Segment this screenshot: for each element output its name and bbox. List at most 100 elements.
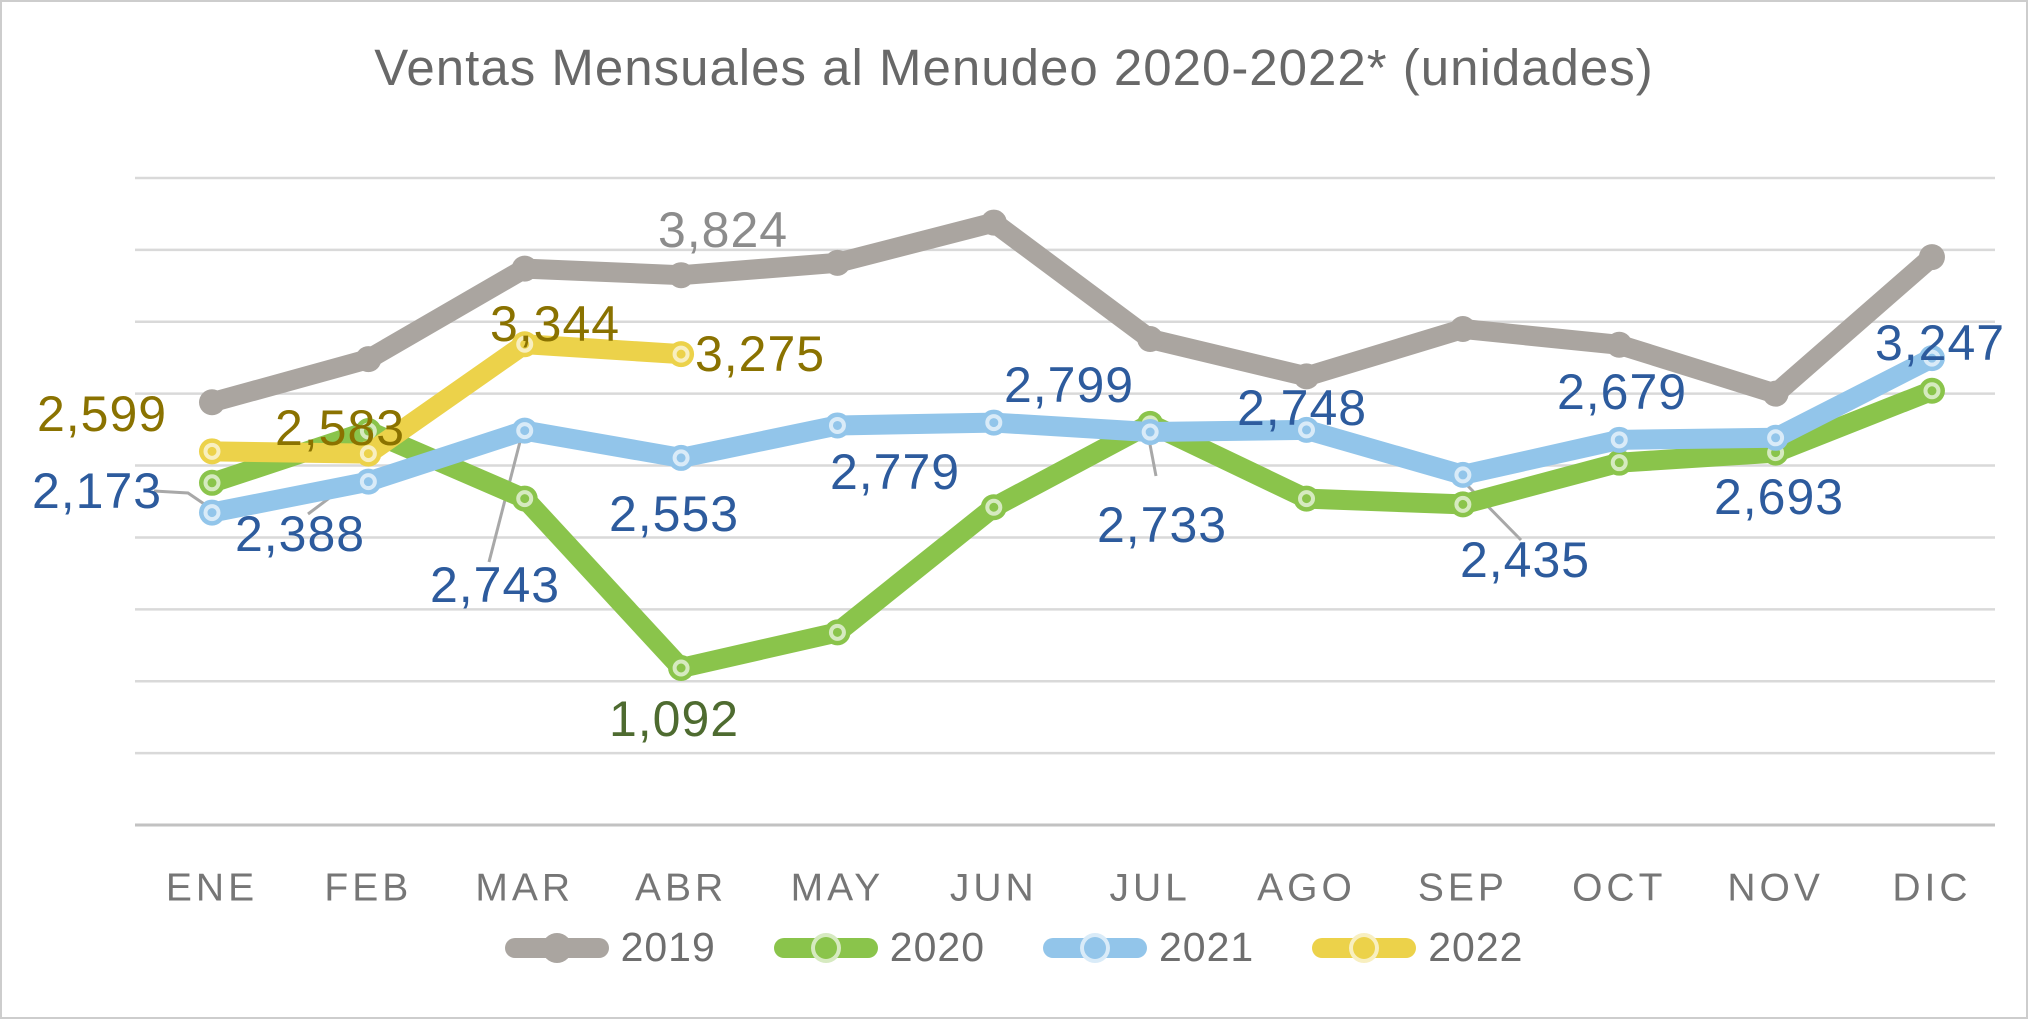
marker-ring-2021-FEB: [359, 473, 377, 491]
legend-swatch-2021-icon: [1043, 932, 1147, 963]
marker-2019-SEP: [1449, 315, 1476, 342]
legend-item-2019: 2019: [504, 924, 716, 971]
marker-ring-2020-MAY: [828, 623, 846, 641]
marker-2021-JUN: [980, 409, 1007, 436]
marker-ring-2020-MAR: [516, 490, 534, 508]
marker-2021-JUL: [1137, 419, 1164, 446]
marker-ring-2022-ENE: [203, 442, 221, 460]
marker-ring-2021-MAR: [516, 422, 534, 440]
marker-2021-ENE: [199, 499, 225, 526]
marker-2019-JUL: [1137, 326, 1164, 353]
marker-2019-ABR: [668, 262, 695, 289]
data-label-2019-ABR: 3,824: [658, 202, 788, 258]
marker-2021-NOV: [1762, 424, 1789, 451]
marker-2021-MAY: [824, 412, 851, 439]
marker-2019-MAY: [824, 249, 851, 276]
chart-title: Ventas Mensuales al Menudeo 2020-2022* (…: [374, 39, 1654, 96]
marker-2020-ENE: [199, 469, 225, 496]
data-label-2021-MAR: 2,743: [430, 557, 560, 613]
data-label-2022-FEB: 2,583: [275, 400, 405, 456]
legend-item-2022: 2022: [1312, 924, 1523, 971]
x-axis-label-ENE: ENE: [166, 867, 258, 910]
data-label-2021-FEB: 2,388: [235, 506, 365, 562]
legend-marker-icon: [810, 932, 841, 963]
x-axis-label-OCT: OCT: [1572, 867, 1666, 910]
leader-line-2,173: [153, 489, 211, 510]
marker-ring-2021-SEP: [1454, 466, 1472, 484]
marker-ring-2022-MAR: [516, 335, 534, 353]
marker-2019-ENE: [199, 389, 225, 416]
marker-2019-OCT: [1606, 331, 1633, 358]
data-label-2022-ENE: 2,599: [37, 386, 167, 442]
marker-ring-2021-MAY: [828, 416, 846, 434]
marker-ring-2020-AGO: [1298, 490, 1316, 508]
data-label-2021-SEP: 2,435: [1460, 532, 1590, 588]
data-label-2021-OCT: 2,679: [1557, 364, 1687, 420]
marker-2019-DIC: [1918, 244, 1945, 271]
marker-2019-AGO: [1293, 363, 1320, 390]
marker-2022-FEB: [355, 440, 382, 467]
marker-2020-OCT: [1606, 449, 1633, 476]
data-label-2021-JUN: 2,799: [1004, 357, 1134, 413]
data-label-2021-DIC: 3,247: [1875, 315, 2005, 371]
legend: 2019 2020 2021 2022: [2, 924, 2026, 971]
marker-ring-2021-AGO: [1298, 421, 1316, 439]
legend-label: 2019: [620, 924, 716, 970]
marker-2020-ABR: [668, 654, 695, 681]
marker-2020-MAY: [824, 619, 851, 646]
marker-2022-MAR: [511, 331, 538, 358]
legend-label: 2021: [1159, 924, 1255, 970]
x-axis-label-DIC: DIC: [1892, 867, 1971, 910]
legend-item-2020: 2020: [773, 924, 985, 971]
marker-2020-DIC: [1918, 377, 1945, 404]
marker-ring-2020-ENE: [203, 474, 221, 492]
marker-2019-MAR: [511, 255, 538, 282]
marker-2021-AGO: [1293, 416, 1320, 443]
marker-2020-AGO: [1293, 485, 1320, 512]
marker-ring-2021-DIC: [1923, 349, 1941, 367]
legend-marker-icon: [541, 932, 572, 963]
series-2022-line: [202, 334, 692, 464]
data-label-2021-ABR: 2,553: [609, 486, 739, 542]
x-axis-label-ABR: ABR: [635, 867, 727, 910]
series-2021-line: [202, 348, 1942, 523]
marker-ring-2020-JUN: [985, 498, 1003, 516]
marker-2021-ABR: [668, 444, 695, 471]
marker-2019-FEB: [355, 346, 382, 373]
marker-2021-FEB: [355, 468, 382, 495]
data-label-2021-JUL: 2,733: [1097, 497, 1227, 553]
legend-item-2021: 2021: [1043, 924, 1254, 971]
marker-ring-2022-ABR: [672, 345, 690, 363]
x-axis-label-MAR: MAR: [475, 867, 574, 910]
marker-2019-NOV: [1762, 380, 1789, 407]
marker-ring-2021-OCT: [1610, 431, 1628, 449]
marker-2020-SEP: [1449, 491, 1476, 518]
data-label-2021-AGO: 2,748: [1237, 380, 1367, 436]
legend-swatch-2022-icon: [1312, 932, 1417, 963]
marker-ring-2021-JUL: [1141, 423, 1159, 441]
data-label-2022-ABR: 3,275: [695, 326, 825, 382]
series-2020-line: [202, 380, 1942, 678]
data-label-2021-MAY: 2,779: [830, 444, 960, 500]
marker-2019-JUN: [980, 209, 1007, 236]
x-axis-label-JUN: JUN: [950, 867, 1038, 910]
series-2019-line: [202, 212, 1942, 413]
marker-2022-ABR: [668, 341, 695, 368]
marker-ring-2020-ABR: [672, 659, 690, 677]
x-axis-label-SEP: SEP: [1418, 867, 1508, 910]
marker-ring-2020-DIC: [1923, 382, 1941, 400]
marker-2021-MAR: [511, 417, 538, 444]
x-axis-label-FEB: FEB: [324, 867, 412, 910]
legend-swatch-2020-icon: [773, 932, 878, 963]
marker-2021-DIC: [1918, 345, 1945, 372]
legend-marker-icon: [1080, 932, 1110, 963]
marker-2020-JUN: [980, 494, 1007, 521]
legend-swatch-2019-icon: [504, 932, 609, 963]
data-label-2022-MAR: 3,344: [490, 296, 620, 352]
marker-ring-2021-ABR: [672, 449, 690, 467]
legend-label: 2022: [1428, 924, 1524, 970]
x-axis-label-NOV: NOV: [1727, 867, 1824, 910]
legend-label: 2020: [889, 924, 985, 970]
